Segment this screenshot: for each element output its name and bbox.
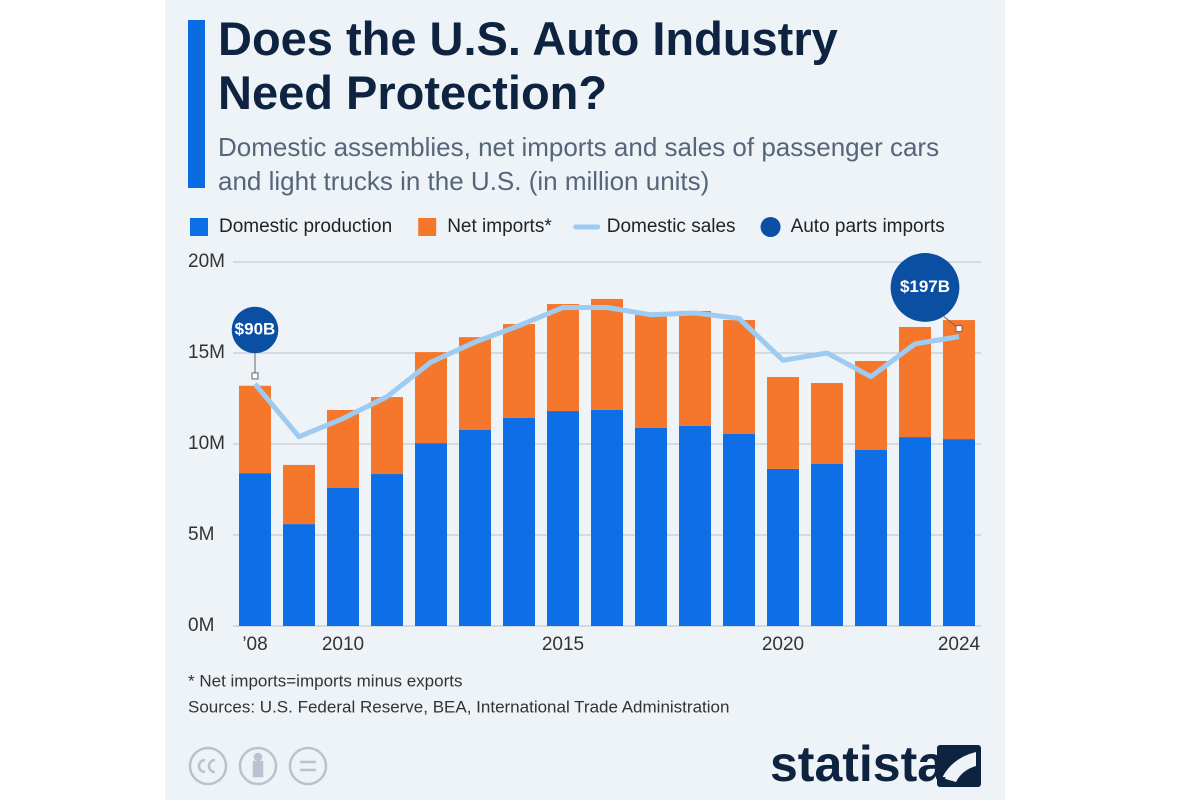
bar-segment — [855, 450, 887, 626]
legend-label: Domestic production — [219, 216, 392, 237]
license-icons — [188, 746, 328, 786]
sales-line — [253, 305, 960, 440]
x-tick-label: 2010 — [322, 634, 364, 655]
bar-segment — [283, 524, 315, 626]
bar-segment — [899, 437, 931, 626]
bar-segment — [371, 397, 403, 475]
bar-segment — [635, 427, 667, 626]
by-glyph-head — [253, 752, 263, 762]
bar-segment — [459, 429, 491, 626]
legend-item: Auto parts imports — [760, 216, 945, 237]
bar-segment — [503, 324, 535, 418]
legend-item: Net imports* — [418, 216, 552, 237]
legend-swatch — [418, 218, 437, 236]
bar-segment — [283, 464, 315, 525]
bar-segment — [239, 473, 271, 626]
y-tick-label: 5M — [188, 524, 214, 545]
by-glyph-body — [252, 760, 264, 778]
by-icon — [238, 746, 278, 786]
bubble-label: $90B — [235, 319, 276, 338]
x-tick-label: 2015 — [542, 634, 584, 655]
y-tick-label: 10M — [188, 433, 225, 454]
bar-segment — [811, 464, 843, 626]
bar-segment — [503, 417, 535, 626]
bar-segment — [767, 377, 799, 469]
y-tick-label: 0M — [188, 615, 214, 636]
cc-glyph — [197, 758, 216, 774]
bar-segment — [591, 409, 623, 626]
bubble — [231, 306, 279, 354]
bar-segment — [811, 383, 843, 465]
bar-segment — [327, 487, 359, 626]
chart-title: Does the U.S. Auto Industry Need Protect… — [218, 12, 838, 119]
x-tick-label: 2024 — [938, 634, 981, 655]
legend-swatch — [190, 218, 208, 236]
footnote: * Net imports=imports minus exports — [188, 671, 462, 690]
x-tick-label: ’08 — [242, 634, 267, 655]
y-tick-label: 20M — [188, 251, 225, 272]
bar-segment — [635, 314, 667, 428]
bubble-label: $197B — [900, 277, 950, 296]
bubble-anchor — [955, 325, 963, 333]
nd-glyph — [300, 760, 316, 772]
y-tick-label: 15M — [188, 342, 225, 363]
bar-segment — [415, 443, 447, 626]
bar-segment — [767, 468, 799, 626]
legend-swatch — [760, 217, 781, 237]
legend-label: Auto parts imports — [791, 216, 945, 237]
bubble — [890, 253, 960, 322]
x-tick-label: 2020 — [762, 634, 804, 655]
bar-segment — [415, 352, 447, 444]
nd-icon — [288, 746, 328, 786]
legend-label: Domestic sales — [607, 216, 736, 237]
bar-segment — [547, 304, 579, 412]
legend-label: Net imports* — [447, 216, 552, 237]
bar-segment — [943, 439, 975, 626]
bar-segment — [723, 320, 755, 434]
legend-item: Domestic sales — [573, 216, 736, 237]
bar-segment — [371, 474, 403, 626]
bar-segment — [591, 298, 623, 410]
bar-segment — [679, 310, 711, 426]
bar-segment — [723, 433, 755, 626]
brand-swoosh — [942, 752, 976, 782]
bar-segment — [679, 425, 711, 626]
cc-icon — [188, 746, 228, 786]
bar-segment — [459, 337, 491, 430]
accent-bar — [188, 20, 205, 188]
chart-subtitle: Domestic assemblies, net imports and sal… — [218, 132, 940, 196]
bar-segment — [547, 411, 579, 626]
source: Sources: U.S. Federal Reserve, BEA, Inte… — [188, 697, 729, 716]
bubble-anchor — [251, 372, 259, 380]
legend-item: Domestic production — [190, 216, 392, 237]
brand-icon — [937, 745, 981, 787]
brand-name: statista — [770, 736, 946, 792]
